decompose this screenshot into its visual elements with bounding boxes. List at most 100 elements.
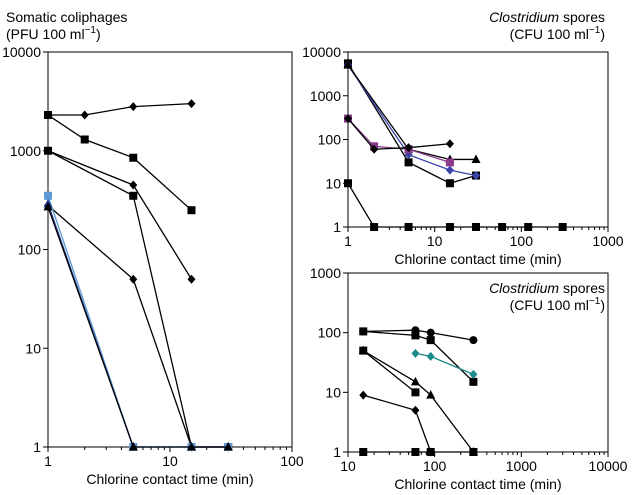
series-line	[47, 204, 229, 448]
data-point-circle	[469, 336, 478, 345]
data-point-square	[524, 223, 533, 231]
data-point-triangle	[358, 345, 368, 355]
series-8	[43, 201, 233, 451]
series-line	[47, 195, 229, 448]
data-point-diamond	[445, 139, 454, 149]
data-point-diamond	[80, 110, 89, 120]
data-point-square	[44, 191, 52, 200]
x-tick-label: 10	[340, 458, 356, 474]
data-point-square	[411, 331, 420, 340]
series-2	[44, 111, 196, 215]
series-line	[363, 394, 432, 453]
chart-subtitle: (PFU 100 ml−1)	[6, 25, 101, 42]
plot-frame	[347, 272, 609, 453]
y-tick-label: 1	[33, 439, 41, 455]
x-tick-label: 10	[427, 233, 443, 249]
series-line	[362, 350, 474, 453]
x-tick-label: 100	[423, 458, 447, 474]
data-point-square	[445, 158, 454, 167]
series-line	[363, 330, 474, 383]
x-tick-label: 10000	[589, 458, 628, 474]
data-point-square	[129, 191, 138, 200]
data-point-square	[404, 223, 413, 231]
x-axis-label: Chlorine contact time (min)	[394, 476, 561, 492]
series-line	[347, 182, 563, 228]
data-point-triangle	[426, 390, 436, 399]
series-line	[347, 63, 477, 184]
series-7	[359, 448, 478, 456]
x-axis-label: Chlorine contact time (min)	[86, 471, 253, 487]
x-tick-label: 1000	[592, 233, 623, 249]
chart-title: Clostridium spores	[489, 9, 605, 25]
y-tick-label: 10000	[302, 44, 341, 60]
chart-title: Clostridium spores	[489, 280, 605, 296]
title-rest: spores	[559, 280, 605, 296]
data-point-square	[359, 448, 368, 456]
x-tick-label: 100	[280, 453, 304, 469]
series-5	[44, 200, 233, 452]
series-5	[344, 114, 454, 154]
y-tick-label: 10000	[2, 44, 41, 60]
data-point-triangle	[128, 442, 138, 451]
data-point-diamond	[129, 180, 138, 190]
data-point-diamond	[344, 114, 352, 124]
data-point-square	[44, 111, 52, 120]
series-6	[344, 179, 567, 231]
x-tick-label: 1000	[506, 458, 537, 474]
data-point-diamond	[472, 171, 481, 181]
series-line	[47, 203, 229, 448]
series-2	[359, 327, 478, 386]
data-point-diamond	[426, 351, 435, 361]
data-point-diamond	[359, 390, 368, 400]
data-point-square	[469, 448, 478, 456]
x-axis-label: Chlorine contact time (min)	[394, 251, 561, 267]
data-point-square	[558, 223, 567, 231]
series-6	[44, 191, 233, 451]
y-tick-label: 1000	[10, 143, 41, 159]
series-6	[359, 390, 435, 457]
data-point-square	[44, 146, 52, 155]
y-tick-label: 1	[333, 444, 341, 460]
x-tick-label: 1	[344, 233, 352, 249]
series-line	[347, 64, 477, 161]
y-tick-label: 100	[18, 242, 42, 258]
data-point-triangle	[186, 442, 196, 451]
y-tick-label: 100	[318, 325, 342, 341]
series-line	[347, 118, 451, 163]
title-rest: spores	[559, 9, 605, 25]
series-line	[47, 206, 229, 448]
chart-subtitle: (CFU 100 ml−1)	[510, 296, 605, 313]
data-point-square	[370, 223, 379, 231]
data-point-triangle	[43, 201, 53, 211]
series-1	[44, 99, 196, 120]
data-point-square	[404, 158, 413, 167]
data-point-square	[411, 448, 420, 456]
data-point-square	[411, 388, 420, 397]
data-point-square	[129, 153, 138, 162]
data-point-square	[445, 179, 454, 188]
x-tick-label: 1	[44, 453, 52, 469]
series-line	[47, 114, 192, 211]
y-tick-label: 1	[333, 219, 341, 235]
series-2	[344, 60, 481, 181]
data-point-square	[359, 327, 368, 336]
data-point-diamond	[187, 274, 196, 284]
data-point-diamond	[445, 165, 454, 175]
title-italic: Clostridium	[489, 9, 559, 25]
data-point-triangle	[223, 442, 233, 451]
data-point-square	[426, 448, 435, 456]
data-point-diamond	[411, 348, 420, 358]
series-line	[347, 118, 450, 150]
plot-frame	[347, 51, 609, 228]
data-point-square	[445, 223, 454, 231]
series-7	[43, 198, 233, 451]
y-tick-label: 1000	[310, 88, 341, 104]
data-point-diamond	[187, 99, 196, 109]
title-italic: Clostridium	[489, 280, 559, 296]
series-3	[44, 146, 196, 284]
data-point-square	[472, 223, 481, 231]
data-point-square	[469, 377, 478, 386]
data-point-triangle	[410, 376, 420, 386]
series-line	[363, 329, 474, 341]
